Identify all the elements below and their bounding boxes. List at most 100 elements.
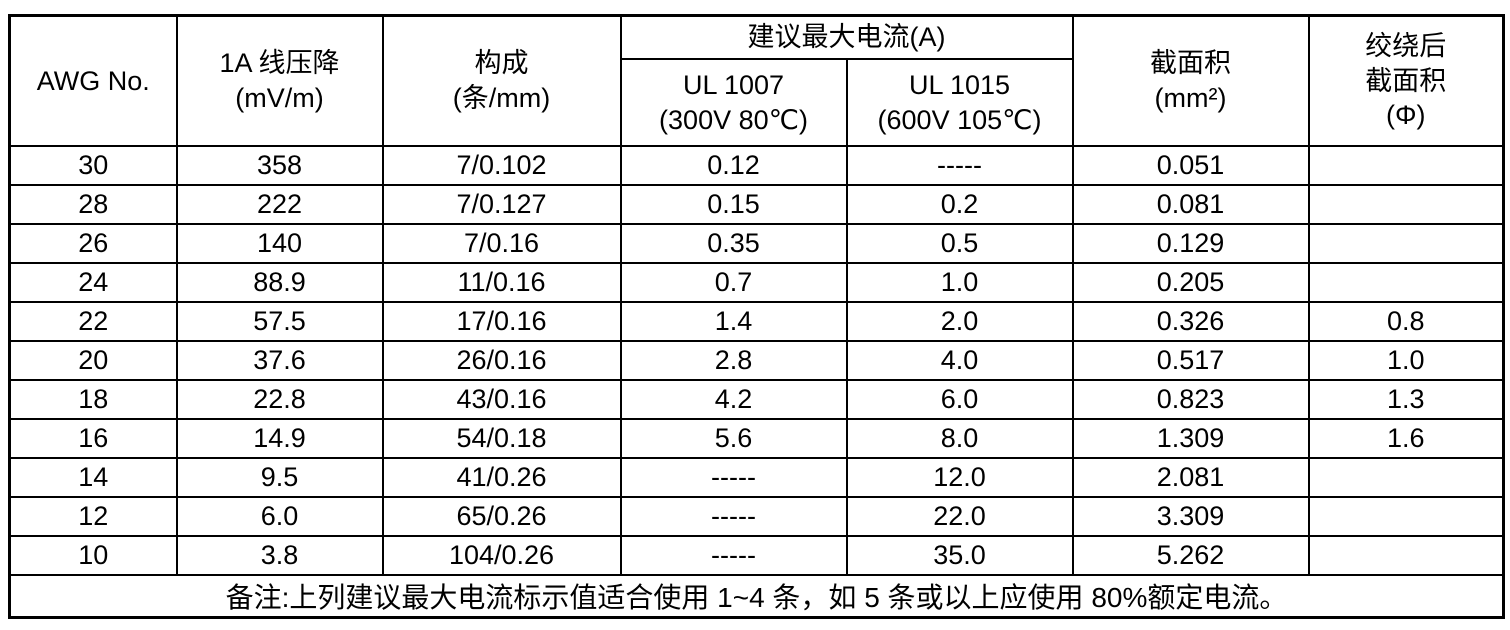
cell-construction: 7/0.102: [381, 145, 622, 186]
cell-ul1007: 0.35: [619, 223, 848, 264]
cell-ul1015: 6.0: [845, 379, 1074, 420]
header-voltage-drop-line1: 1A 线压降: [219, 48, 340, 79]
cell-twisted-cross-section: [1307, 223, 1505, 264]
table-row: 18 22.8 43/0.16 4.2 6.0 0.823 1.3: [8, 379, 1505, 420]
cell-ul1007: 1.4: [619, 301, 848, 342]
cell-awg: 26: [8, 223, 178, 264]
cell-ul1007: -----: [619, 457, 848, 498]
cell-twisted-cross-section: [1307, 457, 1505, 498]
cell-ul1007: 5.6: [619, 418, 848, 459]
cell-voltage-drop: 6.0: [175, 496, 384, 537]
cell-cross-section: 0.823: [1071, 379, 1310, 420]
cell-voltage-drop: 88.9: [175, 262, 384, 303]
cell-ul1015: 8.0: [845, 418, 1074, 459]
table-row: 16 14.9 54/0.18 5.6 8.0 1.309 1.6: [8, 418, 1505, 459]
cell-voltage-drop: 3.8: [175, 535, 384, 576]
cell-ul1015: 35.0: [845, 535, 1074, 576]
header-cross-section: 截面积 (mm²): [1071, 14, 1310, 147]
header-cross-section-line1: 截面积: [1150, 48, 1231, 79]
table-row: 10 3.8 104/0.26 ----- 35.0 5.262: [8, 535, 1505, 576]
cell-cross-section: 0.051: [1071, 145, 1310, 186]
cell-construction: 7/0.127: [381, 184, 622, 225]
header-awg-label: AWG No.: [36, 65, 150, 96]
cell-awg: 20: [8, 340, 178, 381]
cell-cross-section: 3.309: [1071, 496, 1310, 537]
table-row: 22 57.5 17/0.16 1.4 2.0 0.326 0.8: [8, 301, 1505, 342]
table-row: 12 6.0 65/0.26 ----- 22.0 3.309: [8, 496, 1505, 537]
cell-construction: 65/0.26: [381, 496, 622, 537]
header-ul1007: UL 1007 (300V 80℃): [619, 58, 848, 147]
header-construction-line2: (条/mm): [452, 83, 551, 113]
cell-ul1015: -----: [845, 145, 1074, 186]
table-footer: 备注:上列建议最大电流标示值适合使用 1~4 条，如 5 条或以上应使用 80%…: [8, 574, 1505, 619]
cell-ul1015: 4.0: [845, 340, 1074, 381]
cell-twisted-cross-section: 0.8: [1307, 301, 1505, 342]
header-ul1007-line1: UL 1007: [682, 69, 785, 100]
header-voltage-drop-line2: (mV/m): [235, 83, 324, 113]
table-row: 30 358 7/0.102 0.12 ----- 0.051: [8, 145, 1505, 186]
cell-cross-section: 2.081: [1071, 457, 1310, 498]
cell-awg: 16: [8, 418, 178, 459]
table-row: 28 222 7/0.127 0.15 0.2 0.081: [8, 184, 1505, 225]
cell-awg: 10: [8, 535, 178, 576]
cell-ul1007: -----: [619, 535, 848, 576]
header-twisted-line1: 绞绕后: [1365, 31, 1447, 62]
footnote: 备注:上列建议最大电流标示值适合使用 1~4 条，如 5 条或以上应使用 80%…: [8, 574, 1505, 619]
header-voltage-drop: 1A 线压降 (mV/m): [175, 14, 384, 147]
table-row: 24 88.9 11/0.16 0.7 1.0 0.205: [8, 262, 1505, 303]
cell-cross-section: 5.262: [1071, 535, 1310, 576]
cell-voltage-drop: 358: [175, 145, 384, 186]
awg-spec-table: AWG No. 1A 线压降 (mV/m) 构成 (条/mm) 建议最大电流(A…: [8, 14, 1505, 619]
cell-awg: 22: [8, 301, 178, 342]
table-row: 26 140 7/0.16 0.35 0.5 0.129: [8, 223, 1505, 264]
cell-voltage-drop: 14.9: [175, 418, 384, 459]
cell-ul1015: 1.0: [845, 262, 1074, 303]
cell-construction: 104/0.26: [381, 535, 622, 576]
cell-awg: 28: [8, 184, 178, 225]
cell-ul1015: 12.0: [845, 457, 1074, 498]
cell-ul1007: 0.7: [619, 262, 848, 303]
cell-construction: 41/0.26: [381, 457, 622, 498]
header-ul1015-line2: (600V 105℃): [877, 104, 1042, 135]
cell-voltage-drop: 9.5: [175, 457, 384, 498]
cell-awg: 12: [8, 496, 178, 537]
cell-twisted-cross-section: 1.6: [1307, 418, 1505, 459]
cell-twisted-cross-section: [1307, 496, 1505, 537]
header-ul1007-line2: (300V 80℃): [659, 104, 808, 135]
cell-cross-section: 0.326: [1071, 301, 1310, 342]
header-construction: 构成 (条/mm): [381, 14, 622, 147]
cell-ul1007: 4.2: [619, 379, 848, 420]
cell-cross-section: 0.081: [1071, 184, 1310, 225]
cell-construction: 11/0.16: [381, 262, 622, 303]
cell-construction: 26/0.16: [381, 340, 622, 381]
cell-awg: 24: [8, 262, 178, 303]
cell-twisted-cross-section: 1.0: [1307, 340, 1505, 381]
header-awg: AWG No.: [8, 14, 178, 147]
header-ul1015: UL 1015 (600V 105℃): [845, 58, 1074, 147]
header-construction-line1: 构成: [474, 48, 529, 79]
cell-ul1015: 0.5: [845, 223, 1074, 264]
cell-voltage-drop: 57.5: [175, 301, 384, 342]
cell-awg: 14: [8, 457, 178, 498]
cell-cross-section: 0.517: [1071, 340, 1310, 381]
cell-voltage-drop: 222: [175, 184, 384, 225]
header-max-current-group: 建议最大电流(A): [619, 14, 1074, 60]
header-ul1015-line1: UL 1015: [908, 69, 1011, 100]
cell-construction: 43/0.16: [381, 379, 622, 420]
cell-twisted-cross-section: [1307, 145, 1505, 186]
cell-ul1007: 2.8: [619, 340, 848, 381]
cell-cross-section: 0.129: [1071, 223, 1310, 264]
table-row: 20 37.6 26/0.16 2.8 4.0 0.517 1.0: [8, 340, 1505, 381]
cell-cross-section: 1.309: [1071, 418, 1310, 459]
cell-ul1015: 2.0: [845, 301, 1074, 342]
cell-voltage-drop: 37.6: [175, 340, 384, 381]
cell-twisted-cross-section: [1307, 535, 1505, 576]
cell-ul1007: 0.15: [619, 184, 848, 225]
header-twisted-line3: (Φ): [1385, 100, 1426, 131]
table-header: AWG No. 1A 线压降 (mV/m) 构成 (条/mm) 建议最大电流(A…: [8, 14, 1505, 147]
cell-construction: 54/0.18: [381, 418, 622, 459]
cell-awg: 30: [8, 145, 178, 186]
cell-awg: 18: [8, 379, 178, 420]
table-row: 14 9.5 41/0.26 ----- 12.0 2.081: [8, 457, 1505, 498]
